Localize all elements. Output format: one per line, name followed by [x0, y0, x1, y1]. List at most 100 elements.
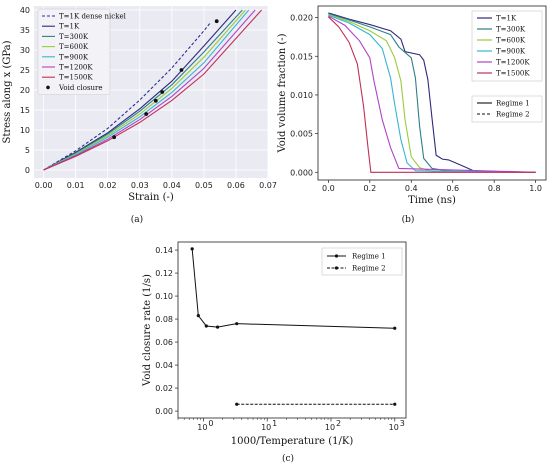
x-tick-label: 1.0 — [529, 184, 542, 193]
series-line — [43, 9, 243, 171]
x-tick-label: 10 — [325, 423, 335, 432]
caption-a: (a) — [131, 214, 143, 225]
series-line — [328, 14, 536, 173]
void-closure-point — [144, 112, 149, 116]
regime-legend-label: Regime 2 — [496, 111, 530, 119]
x-tick-label: 0.0 — [322, 184, 335, 193]
y-tick-label: 10 — [20, 126, 30, 135]
legend-marker — [334, 266, 339, 270]
legend-label: T=1K — [59, 23, 80, 31]
y-tick-label: 0.14 — [155, 246, 173, 255]
x-tick-label: 10 — [197, 423, 207, 432]
legend-marker — [46, 85, 50, 90]
legend-label: Regime 2 — [352, 265, 386, 273]
y-tick-label: 15 — [20, 106, 30, 115]
legend-box — [321, 247, 403, 276]
y-tick-label: 40 — [20, 6, 30, 15]
y-tick-label: 0 — [25, 166, 30, 175]
legend-box — [37, 8, 111, 95]
legend-label: T=900K — [59, 53, 89, 61]
y-tick-label: 0.08 — [155, 315, 173, 324]
void-closure-point — [160, 90, 165, 94]
series-line — [43, 9, 250, 171]
x-tick-label: 0.03 — [131, 181, 149, 190]
void-closure-point — [214, 19, 219, 24]
legend-label: T=1500K — [496, 70, 530, 78]
y-tick-label: 5 — [25, 146, 30, 155]
x-tick-exponent: 1 — [272, 419, 277, 428]
y-tick-label: 0.00 — [155, 407, 173, 416]
x-tick-label: 0.00 — [35, 181, 53, 190]
series-point — [235, 402, 239, 406]
series-point — [393, 402, 397, 406]
y-axis-label: Stress along x (GPa) — [2, 40, 13, 143]
legend-label: T=1K — [496, 15, 517, 23]
x-axis-label: Strain (-) — [128, 192, 174, 203]
y-tick-label: 35 — [20, 26, 30, 35]
x-tick-label: 0.07 — [259, 181, 277, 190]
y-tick-label: 0.005 — [290, 130, 313, 139]
legend-label: T=600K — [496, 37, 526, 45]
series-line — [43, 9, 262, 171]
x-tick-label: 0.01 — [67, 181, 85, 190]
panel-a-strain-stress-chart: 0.00 0.01 0.02 0.03 0.04 0.05 0.06 0.07 0 5 10 15 20… — [2, 6, 277, 225]
legend-label: T=1500K — [59, 74, 93, 82]
y-tick-label: 20 — [20, 86, 30, 95]
y-tick-label: 0.010 — [290, 91, 313, 100]
legend-marker — [334, 254, 339, 258]
y-tick-label: 0.10 — [155, 292, 173, 301]
x-tick-exponent: 0 — [208, 419, 213, 428]
legend-label: T=1200K — [59, 64, 93, 72]
y-tick-label: 0.04 — [155, 361, 173, 370]
caption-c: (c) — [282, 453, 294, 464]
series-line — [43, 9, 237, 171]
y-tick-label: 25 — [20, 66, 30, 75]
series-point — [204, 324, 208, 328]
legend-label: Void closure — [58, 84, 103, 92]
void-closure-point — [153, 98, 158, 103]
y-tick-label: 0.02 — [155, 384, 173, 393]
x-axis-label: 1000/Temperature (1/K) — [231, 436, 354, 447]
y-tick-label: 30 — [20, 46, 30, 55]
series-line — [328, 15, 536, 173]
x-tick-label: 0.05 — [195, 181, 213, 190]
x-tick-label: 10 — [261, 423, 271, 432]
x-tick-label: 10 — [389, 423, 399, 432]
y-tick-label: 0.12 — [155, 269, 173, 278]
panel-c-closure-rate-chart: 10 0 10 1 10 2 10 30.000.020.040.060.080.100.12… — [142, 241, 407, 464]
legend-label: T=1K dense nickel — [59, 13, 127, 21]
legend-label: Regime 1 — [352, 253, 386, 261]
legend-label: T=1200K — [496, 59, 530, 67]
legend-label: T=300K — [496, 26, 526, 34]
x-tick-label: 0.6 — [446, 184, 459, 193]
caption-b: (b) — [402, 214, 415, 225]
void-closure-point — [112, 135, 117, 140]
series-point — [215, 325, 220, 329]
series-line — [43, 9, 246, 171]
series-line — [191, 248, 395, 329]
x-tick-label: 0.04 — [163, 181, 181, 190]
regime-legend-label: Regime 1 — [496, 100, 530, 108]
y-axis-label: Void closure rate (1/s) — [142, 274, 153, 387]
y-tick-label: 0.020 — [290, 14, 313, 23]
regime-legend-box — [471, 95, 543, 123]
series-line — [43, 22, 211, 171]
series-point — [393, 326, 397, 330]
x-tick-label: 0.2 — [363, 184, 376, 193]
series-line — [327, 16, 536, 173]
legend-label: T=600K — [59, 43, 89, 51]
series-point — [196, 314, 200, 318]
y-tick-label: 0.015 — [290, 52, 313, 61]
series-point — [235, 322, 239, 326]
legend-label: T=900K — [496, 48, 526, 56]
series-line — [328, 12, 536, 173]
y-tick-label: 0.000 — [290, 168, 313, 177]
y-tick-label: 0.06 — [155, 338, 173, 347]
x-tick-label: 0.4 — [405, 184, 418, 193]
x-tick-exponent: 3 — [400, 419, 405, 428]
x-axis-label: Time (ns) — [408, 195, 456, 206]
series-line — [43, 9, 256, 171]
legend-box — [471, 10, 543, 82]
x-tick-exponent: 2 — [336, 419, 341, 428]
y-axis-label: Void volume fraction (-) — [277, 33, 288, 153]
